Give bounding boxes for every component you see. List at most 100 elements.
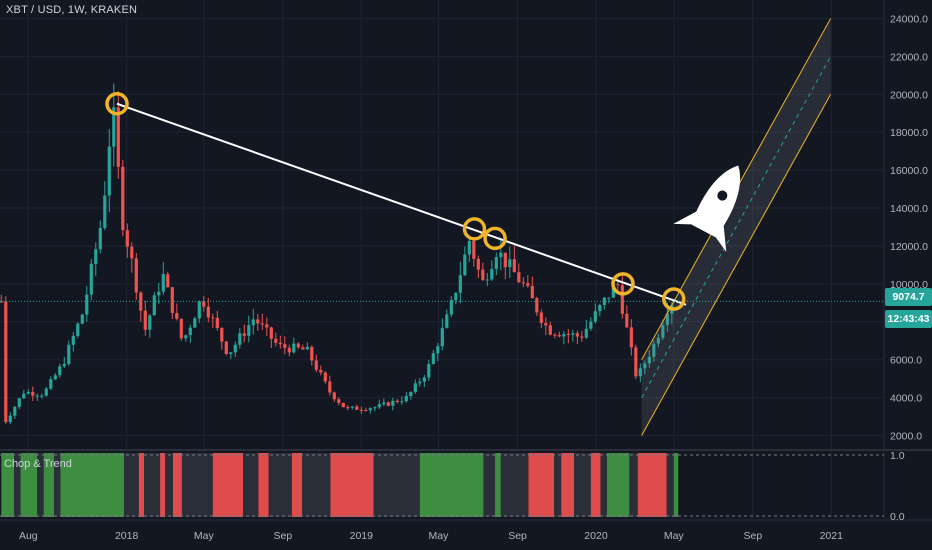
candle-body — [260, 323, 264, 325]
candle-body — [229, 352, 233, 354]
indicator-segment — [528, 453, 555, 517]
price-tick-label: 14000.0 — [890, 203, 928, 215]
candle-body — [13, 406, 17, 416]
time-tick-label: 2021 — [820, 530, 844, 542]
candle-body — [314, 360, 318, 370]
candle-body — [386, 402, 390, 406]
time-tick-label: May — [429, 530, 450, 542]
candle-body — [179, 318, 183, 339]
time-tick-label: May — [194, 530, 215, 542]
indicator-segment — [54, 453, 61, 517]
candle-body — [53, 375, 57, 380]
candle-body — [346, 407, 350, 409]
candle-body — [589, 321, 593, 329]
candle-body — [355, 406, 359, 410]
indicator-segment — [138, 453, 145, 517]
candle-body — [526, 283, 530, 286]
candle-body — [368, 408, 372, 411]
candle-body — [62, 363, 66, 367]
indicator-segment — [172, 453, 182, 517]
candle-body — [67, 344, 71, 364]
indicator-label[interactable]: Chop & Trend — [4, 458, 72, 470]
candle-body — [400, 401, 404, 403]
price-tick-label: 20000.0 — [890, 89, 928, 101]
indicator-segment — [144, 453, 161, 517]
touch-point-circle — [462, 217, 487, 241]
candle-body — [580, 336, 584, 338]
time-tick-label: 2019 — [350, 530, 374, 542]
price-tick-label: 24000.0 — [890, 13, 928, 25]
candle-body — [458, 275, 462, 293]
price-tick-label: 16000.0 — [890, 165, 928, 177]
candle-body — [553, 334, 557, 336]
rocket-window — [717, 190, 728, 201]
indicator-tick-label: 1.0 — [890, 450, 905, 462]
candle-body — [26, 391, 30, 394]
indicator-segment — [43, 453, 55, 517]
candle-body — [598, 304, 602, 312]
candle-body — [125, 230, 129, 247]
candle-body — [94, 249, 98, 264]
indicator-segment — [419, 453, 484, 517]
indicator-segment — [60, 453, 125, 517]
candle-body — [404, 396, 408, 402]
price-tick-label: 12000.0 — [890, 241, 928, 253]
candle-body — [638, 368, 642, 377]
candle-body — [503, 252, 507, 268]
candle-body — [571, 333, 575, 335]
candle-body — [472, 240, 476, 259]
candle-body — [620, 285, 624, 314]
candle-body — [413, 383, 417, 392]
indicator-segment — [124, 453, 139, 517]
candle-body — [215, 317, 219, 328]
candle-body — [377, 404, 381, 408]
countdown-badge: 12:43:43 — [885, 310, 932, 328]
candle-body — [152, 295, 156, 316]
indicator-segment — [243, 453, 259, 517]
candle-body — [287, 347, 291, 353]
candle-body — [647, 356, 651, 364]
candle-body — [143, 310, 147, 330]
candles — [0, 83, 674, 425]
time-tick-label: 2020 — [584, 530, 608, 542]
price-tick-label: 18000.0 — [890, 127, 928, 139]
time-tick-label: 2018 — [115, 530, 139, 542]
symbol-title[interactable]: XBT / USD, 1W, KRAKEN — [6, 4, 138, 16]
time-axis: Aug 2018 May Sep 2019 May Sep 2020 May Sep 2021 — [19, 530, 843, 542]
candle-body — [4, 301, 8, 423]
channel-lower-line — [641, 94, 832, 436]
touch-point-circle — [105, 92, 129, 116]
indicator-segment — [600, 453, 607, 517]
rocket-icon — [673, 165, 741, 253]
candle-body — [584, 328, 588, 338]
grid — [0, 0, 884, 518]
candle-body — [337, 399, 341, 403]
indicator-segment — [673, 453, 679, 517]
candle-body — [274, 338, 278, 343]
time-tick-label: Sep — [744, 530, 763, 542]
candle-body — [301, 347, 305, 350]
indicator-segment — [373, 453, 420, 517]
candle-body — [238, 333, 242, 345]
candle-body — [44, 388, 48, 396]
candle-body — [373, 407, 377, 409]
candle-body — [521, 282, 525, 284]
price-tick-label: 6000.0 — [890, 355, 922, 367]
candle-body — [166, 274, 170, 288]
candle-body — [305, 346, 309, 350]
candle-body — [422, 377, 426, 382]
indicator-pane: 1.0 0.0 — [0, 450, 905, 523]
candle-body — [170, 287, 174, 313]
touch-point-circle — [483, 226, 507, 251]
candle-body — [548, 325, 552, 335]
candle-body — [611, 284, 615, 298]
candle-body — [494, 257, 498, 270]
candle-body — [184, 335, 188, 339]
indicator-segment — [20, 453, 38, 517]
touch-point-circle — [611, 272, 635, 296]
price-tick-label: 2000.0 — [890, 431, 922, 443]
candle-body — [211, 317, 215, 319]
indicator-segment — [268, 453, 292, 517]
candle-body — [418, 381, 422, 384]
